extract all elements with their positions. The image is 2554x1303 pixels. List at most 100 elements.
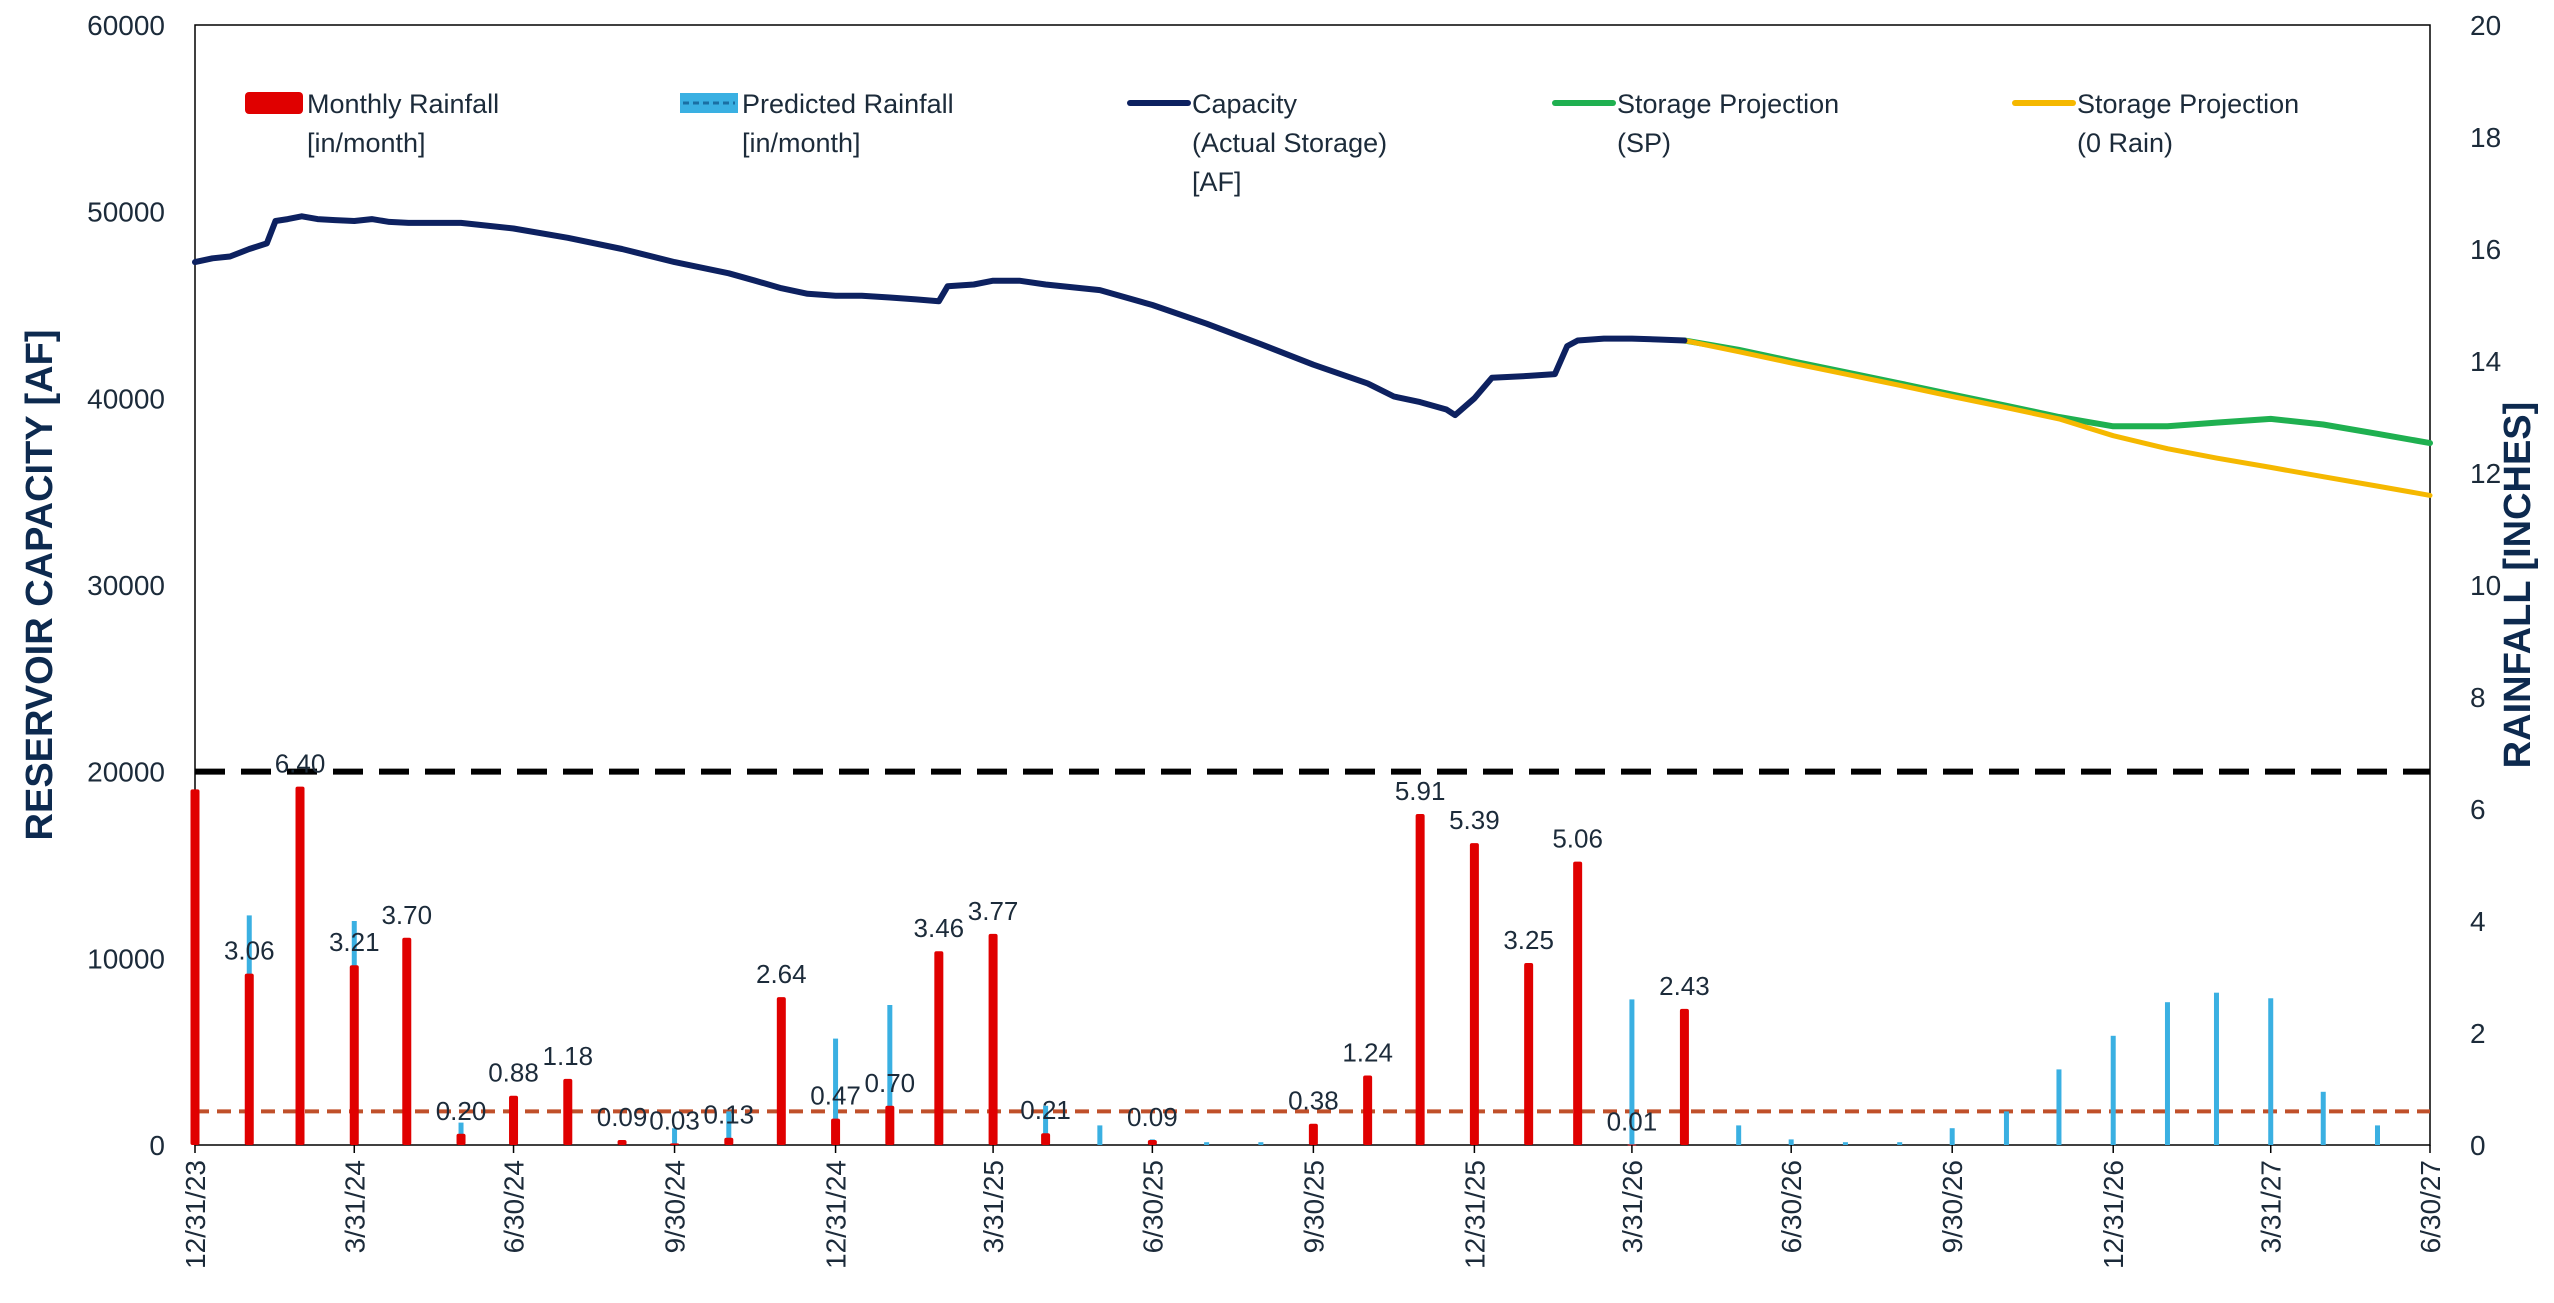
monthly-rainfall-bar	[934, 951, 944, 1145]
x-axis-tick-label: 6/30/26	[1776, 1160, 1807, 1253]
monthly-rainfall-bar	[1363, 1075, 1373, 1145]
rainfall-data-label: 0.20	[436, 1096, 487, 1126]
monthly-rainfall-bar	[885, 1105, 895, 1145]
rainfall-data-label: 0.88	[488, 1058, 539, 1088]
monthly-rainfall-bar	[1573, 861, 1583, 1145]
rainfall-data-label: 0.01	[1607, 1106, 1658, 1136]
rainfall-data-label: 3.21	[329, 927, 380, 957]
x-axis-tick-label: 12/31/25	[1459, 1160, 1490, 1269]
predicted-rainfall-bar	[1097, 1125, 1103, 1145]
x-axis-tick-label: 3/31/25	[978, 1160, 1009, 1253]
predicted-rainfall-bar	[1949, 1128, 1955, 1145]
x-axis-tick-label: 6/30/25	[1137, 1160, 1168, 1253]
x-axis-tick-label: 9/30/26	[1937, 1160, 1968, 1253]
right-axis-ticks: 0 2 4 6 8 10 12 14 16 18 20	[2470, 10, 2501, 1161]
rainfall-data-label: 3.25	[1503, 925, 1554, 955]
right-axis-tick-label: 8	[2470, 682, 2486, 713]
rainfall-data-label: 0.21	[1020, 1095, 1071, 1125]
predicted-rainfall-bar	[1736, 1125, 1742, 1145]
predicted-rainfall-bar	[1629, 999, 1635, 1145]
y-axis-label: RESERVOIR CAPACITY [AF]	[19, 330, 61, 841]
left-axis-tick-label: 60000	[87, 10, 165, 41]
predicted-rainfall-bar	[2110, 1035, 2116, 1145]
left-axis-ticks: 0 10000 20000 30000 40000 50000 60000	[87, 10, 165, 1161]
right-axis-tick-label: 14	[2470, 346, 2501, 377]
monthly-rainfall-bar	[509, 1095, 519, 1145]
predicted-rainfall-bar	[1897, 1142, 1903, 1145]
left-axis-tick-label: 0	[149, 1130, 165, 1161]
x-axis-tick-label: 6/30/27	[2415, 1160, 2446, 1253]
predicted-rainfall-bar	[833, 1038, 839, 1145]
monthly-rainfall-bar	[988, 933, 998, 1145]
rainfall-data-label: 2.64	[756, 959, 807, 989]
predicted-rainfall-bar	[1842, 1142, 1848, 1145]
right-axis-tick-label: 4	[2470, 906, 2486, 937]
predicted-rainfall-bar	[2268, 998, 2274, 1145]
right-axis-tick-label: 16	[2470, 234, 2501, 265]
legend-label: Monthly Rainfall	[307, 89, 499, 119]
right-axis-tick-label: 10	[2470, 570, 2501, 601]
legend-box	[225, 70, 2420, 205]
plot-frame	[194, 24, 2431, 1146]
rainfall-data-label: 0.03	[649, 1105, 700, 1135]
x-axis-ticks: 12/31/23 3/31/24 6/30/24 9/30/24 12/31/24 3/3…	[180, 1145, 2446, 1269]
predicted-rainfall-bar	[1258, 1142, 1264, 1145]
predicted-rainfall-bar	[2164, 1002, 2170, 1145]
predicted-rainfall-bar	[2374, 1125, 2380, 1145]
capacity-line	[192, 213, 1688, 419]
x-axis-tick-label: 12/31/23	[180, 1160, 211, 1269]
rainfall-data-label: 3.06	[224, 936, 275, 966]
monthly-rainfall-bar	[1524, 963, 1534, 1145]
left-axis-tick-label: 50000	[87, 197, 165, 228]
rainfall-data-label: 0.38	[1288, 1086, 1339, 1116]
rainfall-data-label: 2.43	[1659, 971, 1710, 1001]
x-axis-tick-label: 9/30/24	[660, 1160, 691, 1253]
monthly-rainfall-bar	[563, 1078, 573, 1145]
monthly-rainfall-bar	[190, 789, 200, 1145]
monthly-rainfall-bar	[244, 973, 254, 1145]
monthly-rainfall-bar	[295, 786, 305, 1145]
left-axis-tick-label: 30000	[87, 570, 165, 601]
monthly-rainfall-bar	[776, 997, 786, 1145]
legend-label: [AF]	[1192, 167, 1242, 197]
monthly-rainfall-bar	[402, 937, 412, 1145]
rainfall-data-label: 5.06	[1552, 824, 1603, 854]
x-axis-tick-label: 3/31/27	[2256, 1160, 2287, 1253]
legend-label: [in/month]	[307, 128, 426, 158]
right-axis-tick-label: 12	[2470, 458, 2501, 489]
predicted-rainfall-bar	[2056, 1069, 2062, 1145]
legend-swatch-monthly-rainfall	[245, 92, 303, 114]
reference-lines	[195, 768, 2430, 1114]
monthly-rainfall-bar	[831, 1118, 841, 1145]
rainfall-data-label: 3.70	[381, 900, 432, 930]
predicted-rainfall-bar	[672, 1128, 678, 1145]
rainfall-data-label: 5.91	[1395, 776, 1446, 806]
rainfall-data-label: 6.40	[275, 749, 326, 779]
predicted-rainfall-bar	[887, 1005, 893, 1145]
rainfall-data-label: 0.09	[1127, 1102, 1178, 1132]
predicted-rainfall-bar	[2320, 1091, 2326, 1145]
rainfall-data-labels: 3.066.403.213.700.200.881.180.09 0.03 0.13…	[224, 749, 1710, 1137]
legend-label: (Actual Storage)	[1192, 128, 1387, 158]
monthly-rainfall-bar	[1627, 1144, 1637, 1146]
x-axis-tick-label: 9/30/25	[1298, 1160, 1329, 1253]
right-axis-tick-label: 6	[2470, 794, 2486, 825]
storage-projection-0-rain-line	[1681, 338, 2433, 498]
rainfall-data-label: 1.18	[542, 1041, 593, 1071]
right-axis-tick-label: 0	[2470, 1130, 2486, 1161]
predicted-rainfall-bar	[2003, 1111, 2009, 1145]
predicted-rainfall-bar	[1788, 1139, 1794, 1145]
monthly-rainfall-bar	[724, 1137, 734, 1145]
legend-label: [in/month]	[742, 128, 861, 158]
monthly-rainfall-bar	[456, 1133, 466, 1145]
rainfall-data-label: 1.24	[1342, 1038, 1393, 1068]
x-axis-tick-label: 12/31/26	[2098, 1160, 2129, 1269]
predicted-rainfall-bar	[2213, 992, 2219, 1145]
monthly-rainfall-bar	[349, 965, 359, 1145]
legend-label: Storage Projection	[1617, 89, 1839, 119]
left-axis-tick-label: 10000	[87, 943, 165, 974]
monthly-rainfall-bar	[1415, 814, 1425, 1145]
monthly-rainfall-bar	[1041, 1133, 1051, 1145]
